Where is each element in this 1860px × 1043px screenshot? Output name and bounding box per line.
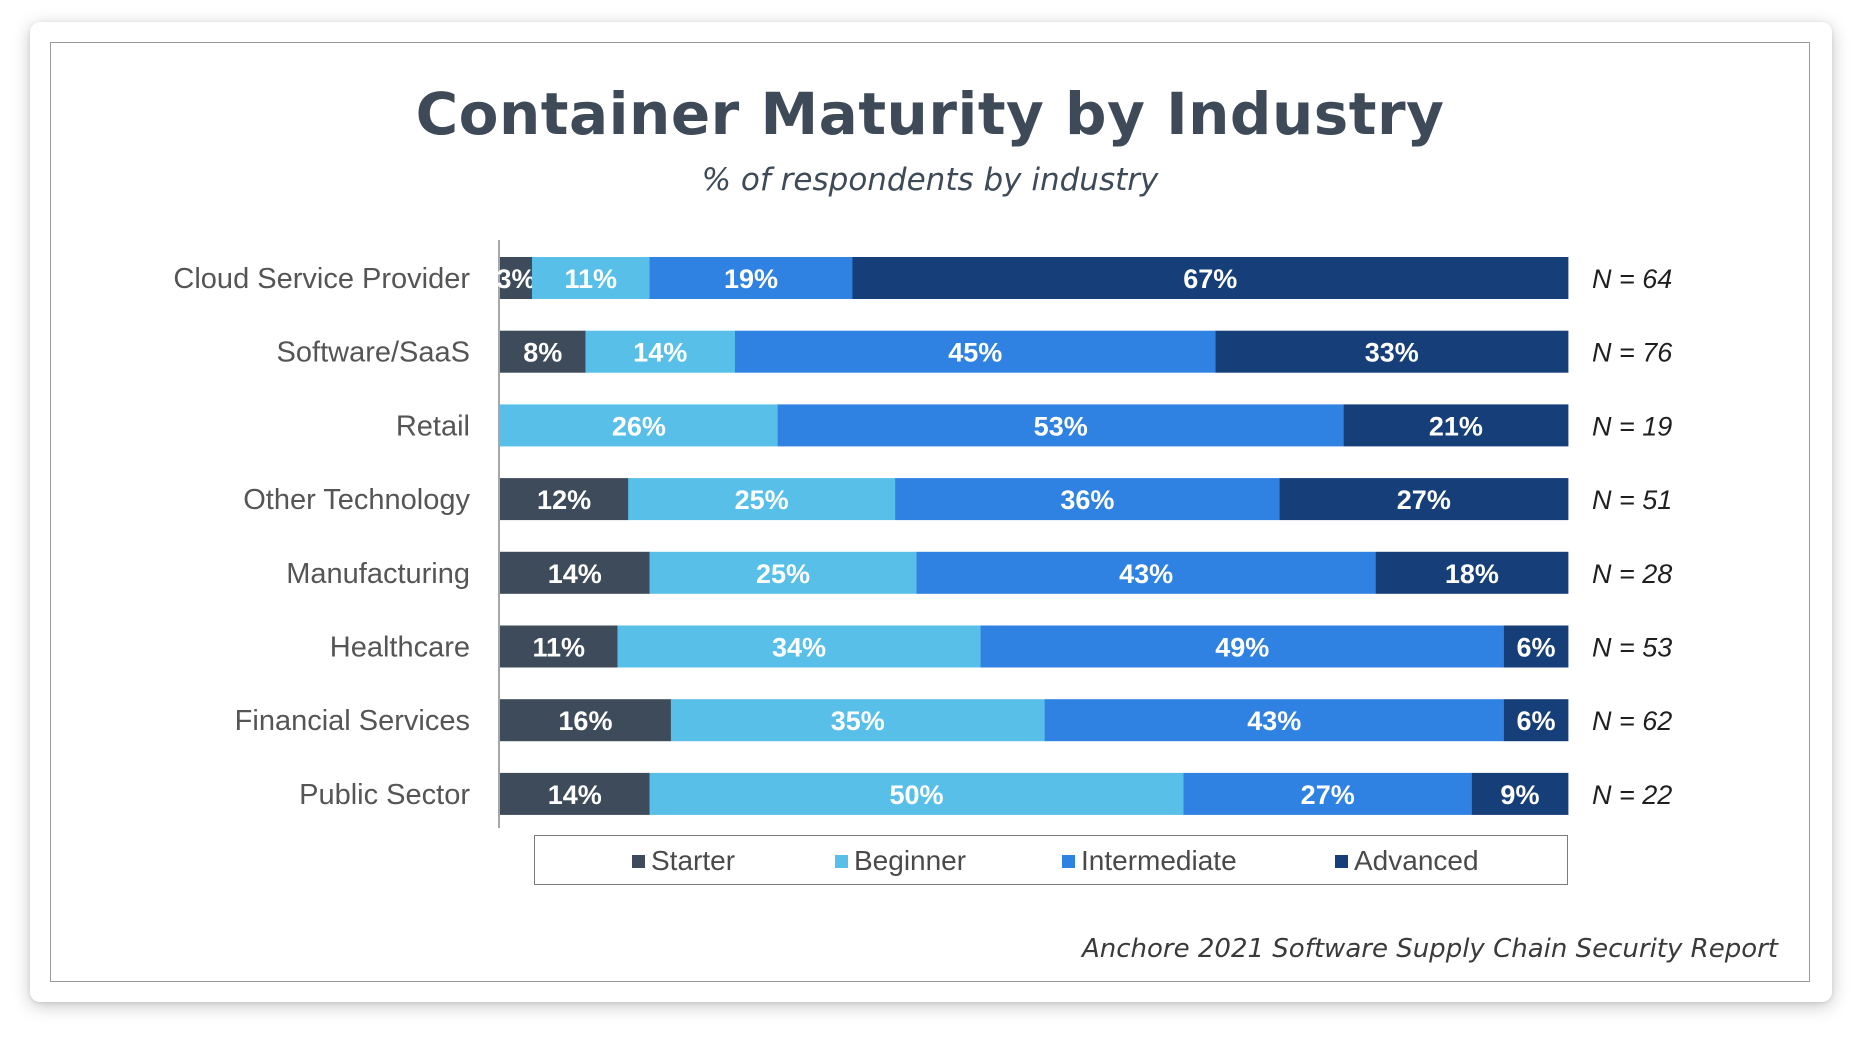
data-label-retail-advanced: 21% [1429,411,1483,441]
bar-healthcare-starter [500,625,618,668]
chart-subtitle: % of respondents by industry [701,162,1159,198]
data-label-retail-beginner: 26% [612,411,666,441]
bar-financial-services-intermediate [1044,699,1505,742]
data-label-other-technology-beginner: 25% [735,485,789,515]
data-label-public-sector-beginner: 50% [889,780,943,810]
bar-healthcare-intermediate [980,625,1505,668]
n-label-retail: N = 19 [1592,411,1672,441]
n-label-other-technology: N = 51 [1592,485,1672,515]
bar-software-saas-intermediate [734,330,1216,373]
category-label-cloud-service-provider: Cloud Service Provider [173,263,470,295]
n-label-financial-services: N = 62 [1592,706,1672,736]
category-label-manufacturing: Manufacturing [286,558,470,590]
data-label-other-technology-starter: 12% [537,485,591,515]
data-label-software-saas-intermediate: 45% [948,338,1002,368]
data-label-cloud-service-provider-intermediate: 19% [724,264,778,294]
legend-label-advanced: Advanced [1354,845,1479,876]
n-label-software-saas: N = 76 [1592,338,1673,368]
data-label-public-sector-intermediate: 27% [1301,780,1355,810]
n-label-public-sector: N = 22 [1592,780,1672,810]
category-label-retail: Retail [396,410,470,442]
bar-other-technology-beginner [628,478,896,521]
bar-public-sector-intermediate [1183,772,1473,815]
legend-item-starter: Starter [632,836,735,886]
legend-swatch-beginner [835,855,848,868]
data-label-manufacturing-intermediate: 43% [1119,559,1173,589]
bar-manufacturing-starter [500,551,650,594]
data-label-software-saas-starter: 8% [523,338,562,368]
source-caption: Anchore 2021 Software Supply Chain Secur… [1081,934,1778,964]
data-label-software-saas-beginner: 14% [633,338,687,368]
data-label-retail-intermediate: 53% [1034,411,1088,441]
bar-public-sector-beginner [649,772,1184,815]
chart-title: Container Maturity by Industry [415,80,1445,148]
data-label-financial-services-advanced: 6% [1516,706,1555,736]
chart-legend: Starter Beginner Intermediate Advanced [534,835,1568,885]
bar-public-sector-advanced [1471,772,1569,815]
bar-cloud-service-provider-starter [500,257,533,299]
legend-label-intermediate: Intermediate [1081,845,1237,876]
bar-other-technology-intermediate [895,478,1281,521]
bar-public-sector-starter [500,772,650,815]
legend-swatch-advanced [1335,855,1348,868]
legend-label-beginner: Beginner [854,845,967,876]
bar-software-saas-beginner [585,330,736,373]
bar-cloud-service-provider-beginner [532,257,650,299]
legend-item-intermediate: Intermediate [1062,836,1237,886]
data-label-cloud-service-provider-starter: 3% [497,264,536,294]
bar-retail-intermediate [777,404,1345,447]
bar-manufacturing-intermediate [916,551,1377,594]
data-label-financial-services-beginner: 35% [831,706,885,736]
data-label-manufacturing-beginner: 25% [756,559,810,589]
category-label-financial-services: Financial Services [235,705,470,737]
bar-healthcare-advanced [1503,625,1569,668]
bar-cloud-service-provider-intermediate [649,257,853,299]
n-label-manufacturing: N = 28 [1592,559,1672,589]
data-label-healthcare-beginner: 34% [772,633,826,663]
bar-cloud-service-provider-advanced [852,257,1569,299]
data-label-healthcare-intermediate: 49% [1215,633,1269,663]
data-label-software-saas-advanced: 33% [1365,338,1419,368]
bar-other-technology-advanced [1279,478,1569,521]
bar-financial-services-starter [500,699,672,742]
category-label-public-sector: Public Sector [299,779,470,811]
legend-label-starter: Starter [651,845,736,876]
bar-healthcare-beginner [617,625,981,668]
data-label-public-sector-advanced: 9% [1500,780,1539,810]
bar-manufacturing-advanced [1375,551,1569,594]
bar-financial-services-advanced [1503,699,1569,742]
legend-item-beginner: Beginner [835,836,966,886]
data-label-other-technology-advanced: 27% [1397,485,1451,515]
data-label-healthcare-starter: 11% [532,633,585,663]
data-label-cloud-service-provider-advanced: 67% [1183,264,1237,294]
data-label-healthcare-advanced: 6% [1516,633,1555,663]
data-label-public-sector-starter: 14% [548,780,602,810]
bar-retail-advanced [1343,404,1569,447]
legend-swatch-starter [632,855,645,868]
data-label-manufacturing-advanced: 18% [1445,559,1499,589]
category-label-software-saas: Software/SaaS [277,337,470,369]
bar-manufacturing-beginner [649,551,917,594]
n-label-healthcare: N = 53 [1592,633,1672,663]
bar-software-saas-starter [500,330,586,373]
data-label-other-technology-intermediate: 36% [1060,485,1114,515]
n-label-cloud-service-provider: N = 64 [1592,264,1672,294]
chart-frame [50,42,1810,982]
data-label-financial-services-intermediate: 43% [1247,706,1301,736]
bar-software-saas-advanced [1215,330,1569,373]
category-label-healthcare: Healthcare [330,632,470,664]
data-label-manufacturing-starter: 14% [548,559,602,589]
bar-other-technology-starter [500,478,629,521]
bar-retail-beginner [500,404,779,447]
legend-item-advanced: Advanced [1335,836,1479,886]
data-label-cloud-service-provider-beginner: 11% [564,264,617,294]
bar-financial-services-beginner [670,699,1046,742]
data-label-financial-services-starter: 16% [558,706,612,736]
category-label-other-technology: Other Technology [243,484,470,516]
legend-swatch-intermediate [1062,855,1075,868]
